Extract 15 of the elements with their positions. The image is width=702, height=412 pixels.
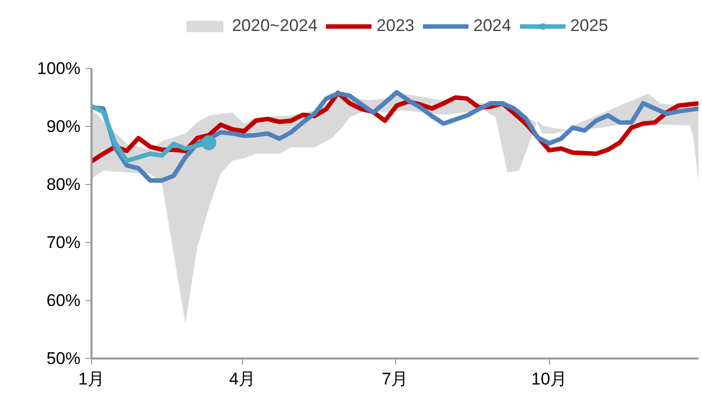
y-tick-label: 90% — [46, 117, 81, 136]
legend-label: 2020~2024 — [232, 16, 318, 36]
y-tick-label: 50% — [46, 349, 81, 368]
x-tick-label: 1月 — [78, 370, 105, 388]
x-tick-label: 10月 — [531, 370, 568, 388]
y-tick-label: 80% — [46, 175, 81, 194]
y-tick-label: 100% — [37, 59, 81, 78]
x-tick-label: 7月 — [382, 370, 408, 388]
y-tick-label: 60% — [46, 291, 81, 310]
legend-label: 2023 — [376, 16, 414, 36]
y-tick-label: 70% — [46, 233, 81, 252]
legend-label: 2024 — [473, 16, 512, 36]
x-tick-label: 4月 — [229, 370, 256, 388]
line-series — [92, 90, 698, 183]
legend-label: 2025 — [570, 16, 608, 36]
